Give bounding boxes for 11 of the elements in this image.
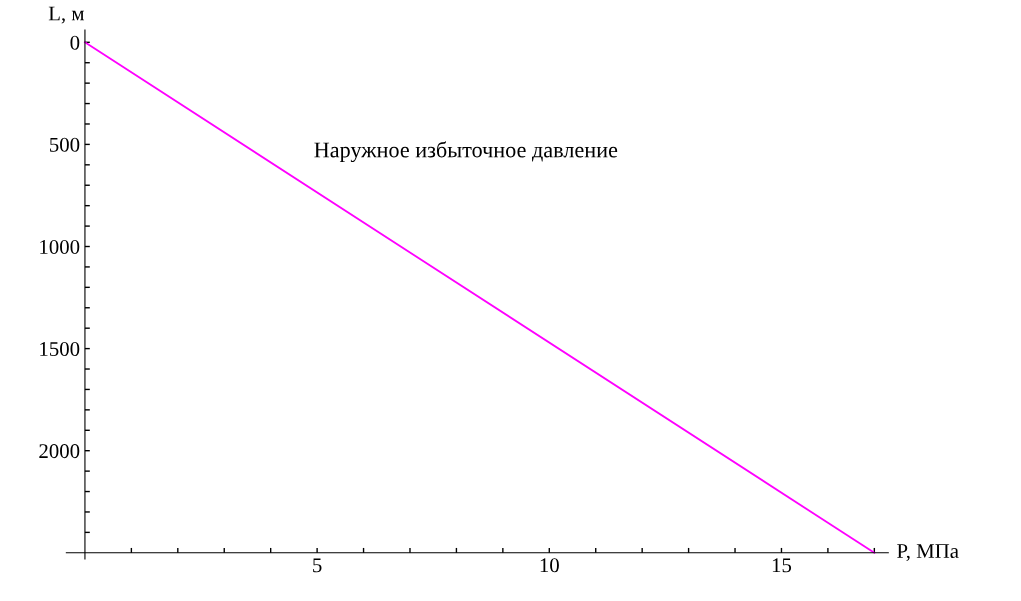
x-tick-label: 10	[540, 558, 559, 573]
y-tick-label: 0	[70, 35, 80, 50]
y-axis-title: L, м	[48, 6, 85, 24]
x-tick-label: 15	[772, 558, 792, 573]
y-tick-label: 500	[50, 137, 80, 152]
x-axis-title: P, МПа	[897, 544, 959, 562]
x-tick-label: 5	[313, 558, 322, 573]
y-tick-label: 2000	[39, 444, 80, 459]
annotation: Наружное избыточное давление	[314, 141, 618, 163]
y-tick-label: 1000	[40, 239, 80, 254]
y-tick-label: 1500	[40, 341, 80, 357]
